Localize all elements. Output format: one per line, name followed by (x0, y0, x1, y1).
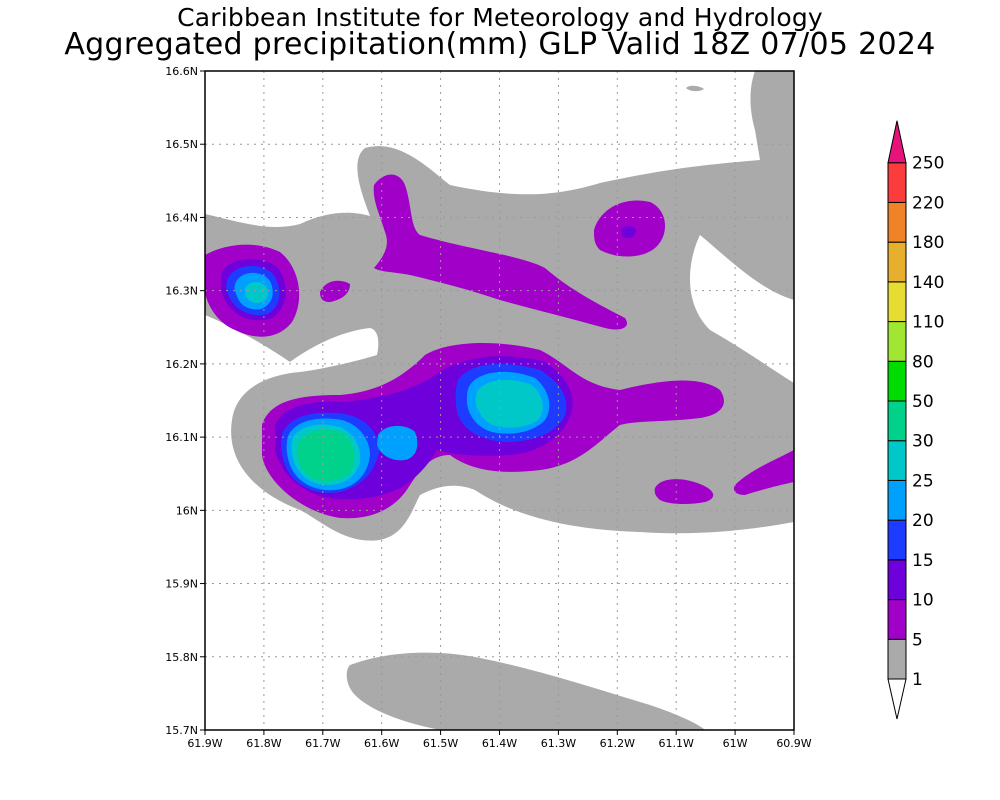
colorbar-label: 110 (912, 313, 944, 333)
lat-tick-label: 16.3N (165, 285, 198, 298)
lon-tick-label: 61.3W (541, 737, 576, 750)
lon-tick-label: 61.7W (305, 737, 340, 750)
lon-tick-label: 61.8W (246, 737, 281, 750)
colorbar-segment (887, 281, 907, 323)
colorbar-label: 10 (912, 591, 934, 611)
lon-tick-label: 61.1W (659, 737, 694, 750)
colorbar-segment (887, 559, 907, 601)
colorbar-segment (887, 360, 907, 402)
lon-tick-label: 60.9W (776, 737, 811, 750)
colorbar-top-arrow (887, 120, 907, 164)
lat-tick-label: 16.6N (165, 65, 198, 78)
colorbar-label: 20 (912, 511, 934, 531)
latitude-axis: 16.6N 16.5N 16.4N 16.3N 16.2N 16.1N 16N 15.9N 15… (165, 65, 205, 737)
colorbar-segment (887, 400, 907, 442)
colorbar-segment (887, 638, 907, 680)
colorbar-label: 140 (912, 273, 944, 293)
lat-tick-label: 16N (176, 504, 198, 517)
colorbar-bottom-arrow (887, 678, 907, 720)
colorbar-segment (887, 479, 907, 521)
lon-tick-label: 61.9W (187, 737, 222, 750)
colorbar-segment (887, 201, 907, 243)
colorbar-segment (887, 599, 907, 640)
colorbar-segment (887, 241, 907, 283)
map-title-product: Aggregated precipitation(mm) GLP Valid 1… (64, 27, 936, 62)
colorbar-label: 5 (912, 630, 923, 650)
colorbar-label: 15 (912, 551, 934, 571)
colorbar-label: 50 (912, 392, 934, 412)
colorbar-label: 25 (912, 471, 934, 491)
precipitation-field (205, 71, 794, 730)
lat-tick-label: 15.7N (165, 724, 198, 737)
colorbar-segment (887, 519, 907, 561)
lon-tick-label: 61.5W (423, 737, 458, 750)
colorbar-label: 80 (912, 352, 934, 372)
lat-tick-label: 15.9N (165, 578, 198, 591)
colorbar-label: 180 (912, 233, 944, 253)
lon-tick-label: 61.2W (600, 737, 635, 750)
colorbar-label: 1 (912, 670, 923, 690)
lon-tick-label: 61W (723, 737, 748, 750)
map-title-institution: Caribbean Institute for Meteorology and … (177, 3, 823, 32)
lat-tick-label: 15.8N (165, 651, 198, 664)
colorbar-label: 250 (912, 154, 944, 174)
colorbar-label: 30 (912, 432, 934, 452)
colorbar-segment (887, 440, 907, 481)
lat-lon-grid (205, 71, 794, 730)
precip-contour-30mm (297, 429, 355, 482)
colorbar-segment (887, 162, 907, 203)
colorbar-segment (887, 321, 907, 362)
lat-tick-label: 16.2N (165, 358, 198, 371)
lat-tick-label: 16.4N (165, 211, 198, 224)
lon-tick-label: 61.6W (364, 737, 399, 750)
lat-tick-label: 16.5N (165, 138, 198, 151)
lon-tick-label: 61.4W (482, 737, 517, 750)
colorbar-label: 220 (912, 193, 944, 213)
lat-tick-label: 16.1N (165, 431, 198, 444)
longitude-axis: 61.9W 61.8W 61.7W 61.6W 61.5W 61.4W 61.3W 61.2W… (187, 730, 812, 750)
